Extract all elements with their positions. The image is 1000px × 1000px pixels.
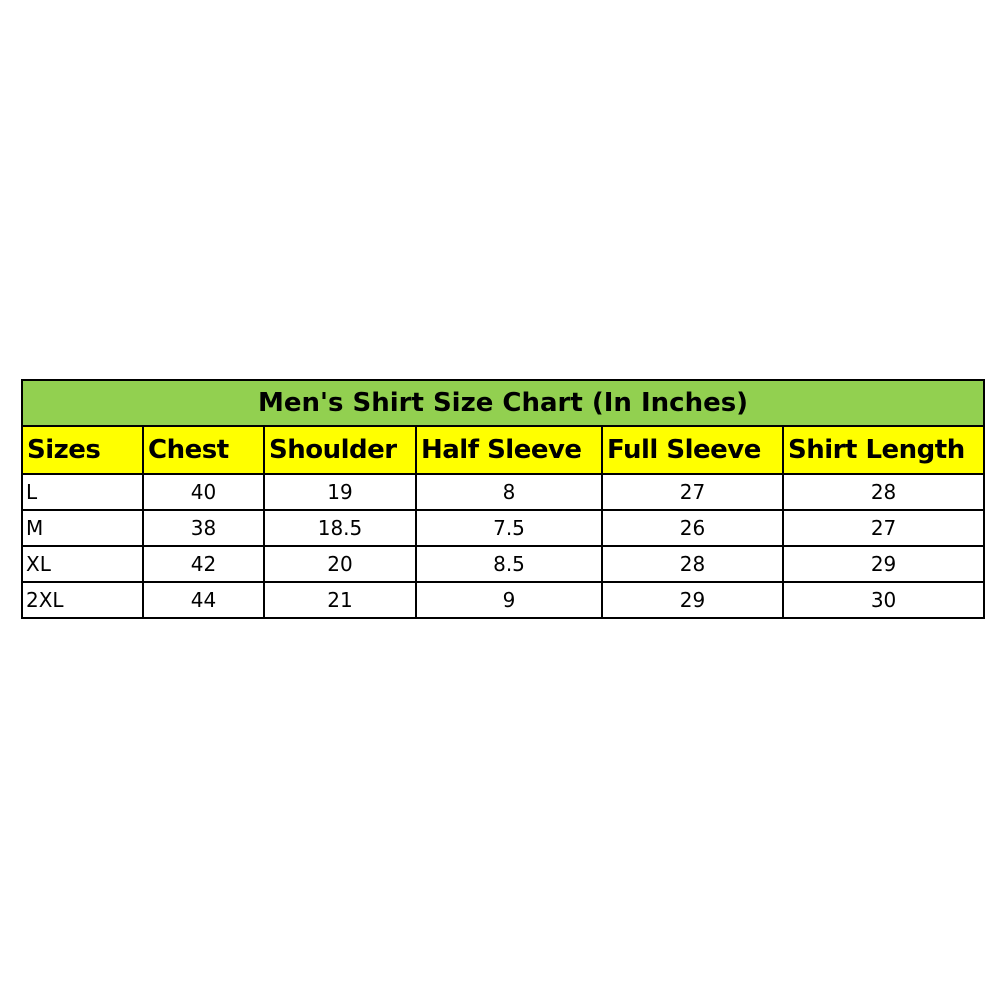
measurement-cell: 28 xyxy=(601,545,784,583)
header-shirt-length: Shirt Length xyxy=(781,425,986,475)
measurement-cell: 9 xyxy=(415,581,603,619)
measurement-cell: 7.5 xyxy=(415,509,603,547)
measurement-cell: 28 xyxy=(781,473,986,511)
size-cell: L xyxy=(21,473,144,511)
header-sizes: Sizes xyxy=(21,425,144,475)
measurement-cell: 42 xyxy=(142,545,265,583)
measurement-cell: 21 xyxy=(263,581,417,619)
measurement-cell: 20 xyxy=(263,545,417,583)
measurement-cell: 29 xyxy=(601,581,784,619)
table-row: M 38 18.5 7.5 26 27 xyxy=(21,509,986,547)
header-half-sleeve: Half Sleeve xyxy=(415,425,603,475)
table-row: L 40 19 8 27 28 xyxy=(21,473,986,511)
measurement-cell: 27 xyxy=(781,509,986,547)
header-row: Sizes Chest Shoulder Half Sleeve Full Sl… xyxy=(21,425,986,475)
measurement-cell: 38 xyxy=(142,509,265,547)
measurement-cell: 27 xyxy=(601,473,784,511)
header-shoulder: Shoulder xyxy=(263,425,417,475)
table-row: 2XL 44 21 9 29 30 xyxy=(21,581,986,619)
header-full-sleeve: Full Sleeve xyxy=(601,425,784,475)
size-cell: 2XL xyxy=(21,581,144,619)
size-cell: M xyxy=(21,509,144,547)
table-row: XL 42 20 8.5 28 29 xyxy=(21,545,986,583)
measurement-cell: 19 xyxy=(263,473,417,511)
measurement-cell: 40 xyxy=(142,473,265,511)
measurement-cell: 8 xyxy=(415,473,603,511)
header-chest: Chest xyxy=(142,425,265,475)
measurement-cell: 30 xyxy=(781,581,986,619)
size-chart-table: Men's Shirt Size Chart (In Inches) Sizes… xyxy=(20,379,986,619)
measurement-cell: 18.5 xyxy=(263,509,417,547)
measurement-cell: 26 xyxy=(601,509,784,547)
measurement-cell: 44 xyxy=(142,581,265,619)
table-title: Men's Shirt Size Chart (In Inches) xyxy=(20,379,986,427)
measurement-cell: 8.5 xyxy=(415,545,603,583)
measurement-cell: 29 xyxy=(781,545,986,583)
size-cell: XL xyxy=(21,545,144,583)
